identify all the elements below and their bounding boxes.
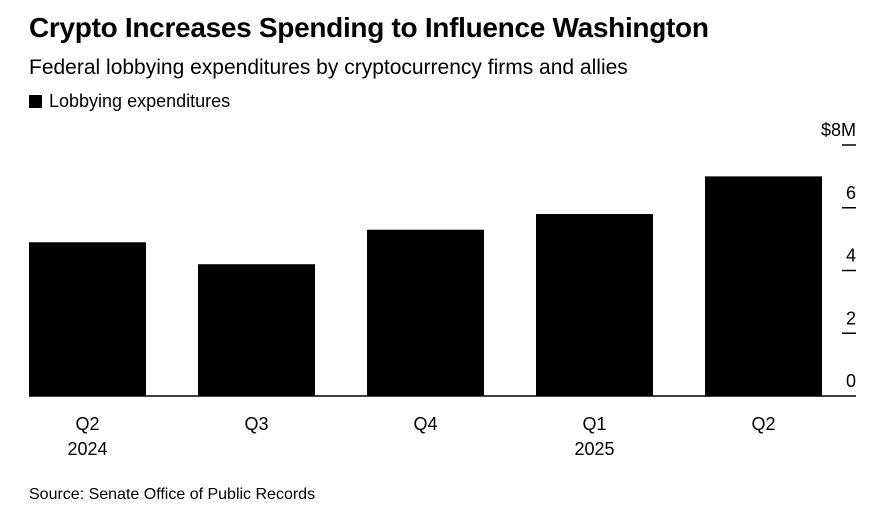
bar-0 [29, 242, 146, 396]
x-tick-label-2: Q4 [413, 414, 437, 434]
y-tick-label-3: 6 [846, 183, 856, 203]
chart-subtitle: Federal lobbying expenditures by cryptoc… [29, 56, 628, 79]
legend: Lobbying expenditures [29, 91, 230, 112]
bar-3 [536, 214, 653, 396]
bar-1 [198, 264, 315, 396]
y-tick-label-0: 0 [846, 371, 856, 391]
bar-2 [367, 229, 484, 396]
x-tick-label-4: Q2 [751, 414, 775, 434]
y-tick-label-2: 4 [846, 246, 856, 266]
x-tick-label-0: Q2 [75, 414, 99, 434]
x-tick-year-3: 2025 [574, 439, 614, 459]
legend-label: Lobbying expenditures [49, 91, 231, 111]
source-note: Source: Senate Office of Public Records [29, 486, 316, 503]
x-tick-year-0: 2024 [67, 439, 107, 459]
chart-title: Crypto Increases Spending to Influence W… [29, 12, 709, 43]
x-tick-label-1: Q3 [244, 414, 268, 434]
bar-4 [705, 176, 822, 396]
legend-swatch [29, 95, 42, 108]
y-tick-label-1: 2 [846, 308, 856, 328]
x-tick-label-3: Q1 [582, 414, 606, 434]
y-tick-label-4: $8M [821, 120, 856, 140]
